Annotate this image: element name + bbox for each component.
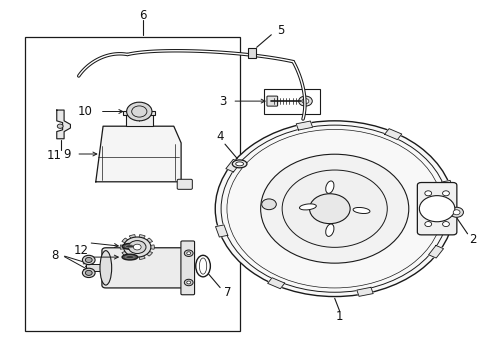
Text: 5: 5 [277, 24, 284, 37]
FancyBboxPatch shape [177, 179, 192, 189]
Ellipse shape [325, 181, 333, 193]
Circle shape [302, 99, 308, 104]
Ellipse shape [235, 162, 243, 166]
Circle shape [424, 221, 431, 226]
Text: 11: 11 [47, 149, 61, 162]
Wedge shape [137, 247, 152, 256]
Circle shape [57, 124, 63, 129]
FancyBboxPatch shape [181, 241, 194, 295]
Ellipse shape [232, 160, 246, 168]
Bar [86, 264, 105, 271]
Wedge shape [137, 247, 145, 260]
Circle shape [82, 255, 95, 265]
Polygon shape [384, 129, 401, 140]
Text: 9: 9 [62, 148, 70, 161]
Circle shape [442, 191, 448, 196]
Circle shape [282, 170, 386, 247]
Circle shape [186, 252, 190, 255]
Wedge shape [129, 235, 137, 247]
Polygon shape [356, 287, 372, 296]
Ellipse shape [299, 204, 316, 210]
Text: 10: 10 [78, 105, 92, 118]
Text: 12: 12 [74, 244, 88, 257]
Circle shape [452, 210, 459, 215]
Circle shape [131, 106, 146, 117]
Ellipse shape [195, 255, 210, 277]
Ellipse shape [100, 251, 111, 285]
FancyBboxPatch shape [416, 183, 456, 235]
Ellipse shape [122, 243, 138, 249]
Circle shape [184, 250, 193, 256]
Circle shape [424, 191, 431, 196]
Bar [264, 89, 320, 114]
Wedge shape [129, 247, 137, 260]
Wedge shape [137, 245, 154, 249]
Ellipse shape [199, 258, 206, 274]
Polygon shape [96, 126, 181, 182]
Polygon shape [225, 159, 240, 172]
Circle shape [261, 199, 276, 210]
Wedge shape [122, 247, 137, 256]
Circle shape [82, 268, 95, 278]
Bar [247, 48, 255, 58]
Circle shape [215, 121, 453, 297]
Circle shape [123, 237, 151, 257]
Circle shape [126, 102, 152, 121]
Text: 3: 3 [219, 95, 226, 108]
Ellipse shape [125, 245, 134, 248]
Circle shape [85, 270, 92, 275]
Circle shape [419, 195, 454, 222]
Circle shape [449, 207, 463, 217]
Ellipse shape [125, 256, 134, 258]
Ellipse shape [325, 224, 333, 237]
FancyBboxPatch shape [266, 96, 277, 106]
Circle shape [128, 240, 146, 253]
Circle shape [186, 281, 190, 284]
Text: 8: 8 [51, 249, 58, 262]
Polygon shape [267, 278, 284, 289]
Text: 7: 7 [223, 287, 231, 300]
Text: 4: 4 [216, 130, 224, 144]
Circle shape [309, 194, 349, 224]
FancyBboxPatch shape [102, 248, 190, 288]
Wedge shape [137, 235, 145, 247]
Ellipse shape [352, 207, 369, 213]
Circle shape [298, 96, 312, 106]
Polygon shape [57, 110, 70, 139]
Wedge shape [120, 245, 137, 249]
Circle shape [442, 221, 448, 226]
Bar [125, 114, 153, 126]
Circle shape [184, 279, 193, 286]
Circle shape [133, 244, 141, 250]
Wedge shape [122, 238, 137, 247]
Polygon shape [296, 121, 312, 130]
Text: 6: 6 [139, 9, 146, 22]
Polygon shape [215, 225, 227, 237]
Bar [123, 111, 155, 116]
Text: 2: 2 [468, 233, 475, 246]
Circle shape [260, 154, 408, 263]
Wedge shape [137, 238, 152, 247]
Bar [25, 37, 239, 330]
Circle shape [85, 257, 92, 262]
Text: 1: 1 [335, 310, 343, 323]
Ellipse shape [122, 254, 138, 260]
Polygon shape [441, 180, 453, 193]
Polygon shape [427, 246, 443, 258]
